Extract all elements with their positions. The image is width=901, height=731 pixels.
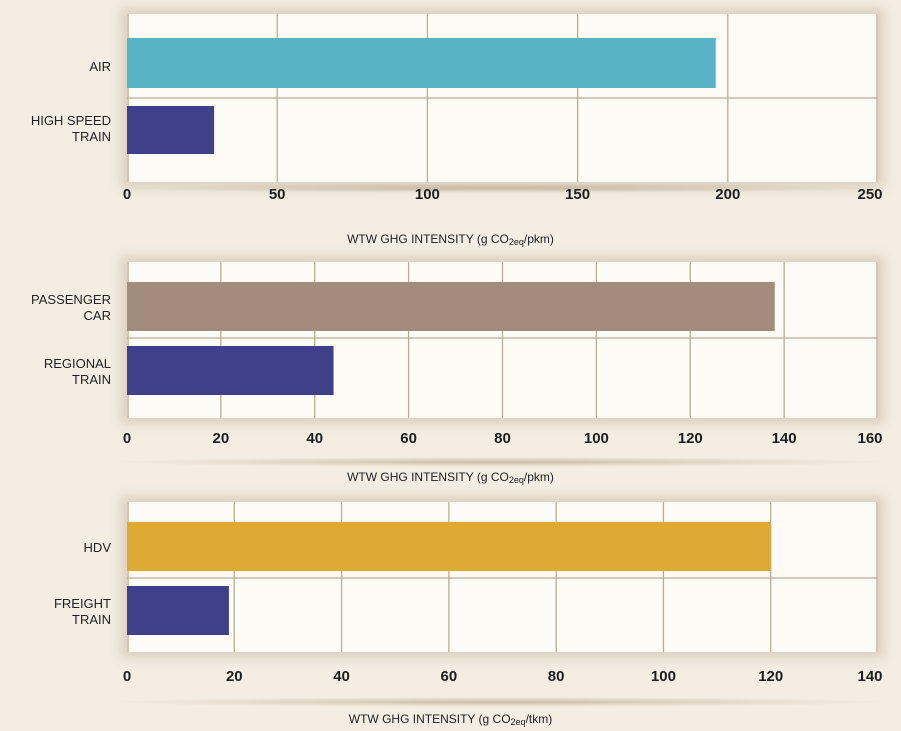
x-tick-label-2-2: 40 [306, 430, 324, 447]
bar-1-1 [127, 38, 716, 88]
x-tick-label-2-1: 20 [212, 430, 230, 447]
x-tick-label-3-4: 80 [547, 668, 565, 685]
x-tick-label-2-7: 140 [771, 430, 797, 447]
x-axis-label-2-suffix: /pkm) [523, 470, 554, 484]
bar-2-2 [127, 346, 334, 395]
x-axis-label-3-suffix: /tkm) [525, 712, 553, 726]
x-tick-label-2-3: 60 [400, 430, 417, 447]
x-axis-label-2: WTW GHG INTENSITY (g CO2eq/pkm) [0, 470, 901, 485]
x-tick-label-1-5: 250 [857, 186, 883, 203]
x-axis-label-3-sub: 2eq [510, 717, 526, 727]
x-tick-label-2-6: 120 [677, 430, 703, 447]
x-tick-label-2-8: 160 [857, 430, 883, 447]
x-axis-label-3: WTW GHG INTENSITY (g CO2eq/tkm) [0, 712, 901, 727]
x-axis-label-2-prefix: WTW GHG INTENSITY (g CO [347, 470, 509, 484]
category-label-hdv: HDV [83, 540, 111, 555]
bar-3-2 [127, 586, 229, 635]
x-tick-label-1-2: 100 [414, 186, 440, 203]
plot-area-2 [127, 262, 878, 418]
bar-1-2 [127, 106, 215, 154]
panel-shadow-3 [110, 697, 890, 707]
bar-3-1 [127, 522, 771, 571]
x-tick-label-2-0: 0 [122, 430, 132, 447]
x-tick-label-3-0: 0 [122, 668, 132, 685]
x-tick-label-3-2: 40 [333, 668, 350, 685]
category-label-passenger-car: PASSENGER CAR [31, 292, 111, 323]
x-tick-label-3-6: 120 [758, 668, 784, 685]
x-tick-label-2-5: 100 [583, 430, 609, 447]
x-tick-label-3-3: 60 [440, 668, 458, 685]
category-label-air: AIR [89, 59, 111, 74]
x-tick-label-1-4: 200 [715, 186, 741, 203]
x-tick-label-3-1: 20 [225, 668, 243, 685]
x-axis-label-1-prefix: WTW GHG INTENSITY (g CO [347, 232, 509, 246]
x-axis-label-1-sub: 2eq [508, 237, 524, 247]
category-label-freight-train: FREIGHT TRAIN [53, 596, 111, 627]
x-tick-label-1-3: 150 [565, 186, 591, 203]
x-axis-label-2-sub: 2eq [508, 475, 524, 485]
panel-shadow-2 [110, 457, 890, 467]
x-tick-label-1-0: 0 [122, 186, 132, 203]
plot-svg-1 [127, 14, 878, 182]
x-tick-label-1-1: 50 [268, 186, 286, 203]
category-label-regional-train: REGIONAL TRAIN [43, 356, 111, 387]
x-axis-label-3-prefix: WTW GHG INTENSITY (g CO [348, 712, 511, 726]
plot-area-1 [127, 14, 878, 182]
panel-shadow-1 [110, 183, 890, 193]
plot-area-3 [127, 502, 878, 652]
plot-svg-3 [127, 502, 878, 652]
plot-svg-2 [127, 262, 878, 418]
x-tick-label-2-4: 80 [494, 430, 511, 447]
x-axis-label-1-suffix: /pkm) [523, 232, 554, 246]
x-tick-label-3-5: 100 [650, 668, 676, 685]
x-tick-label-3-7: 140 [857, 668, 883, 685]
x-axis-label-1: WTW GHG INTENSITY (g CO2eq/pkm) [0, 232, 901, 247]
category-label-high-speed-train: HIGH SPEED TRAIN [30, 113, 111, 144]
bar-2-1 [127, 282, 775, 331]
